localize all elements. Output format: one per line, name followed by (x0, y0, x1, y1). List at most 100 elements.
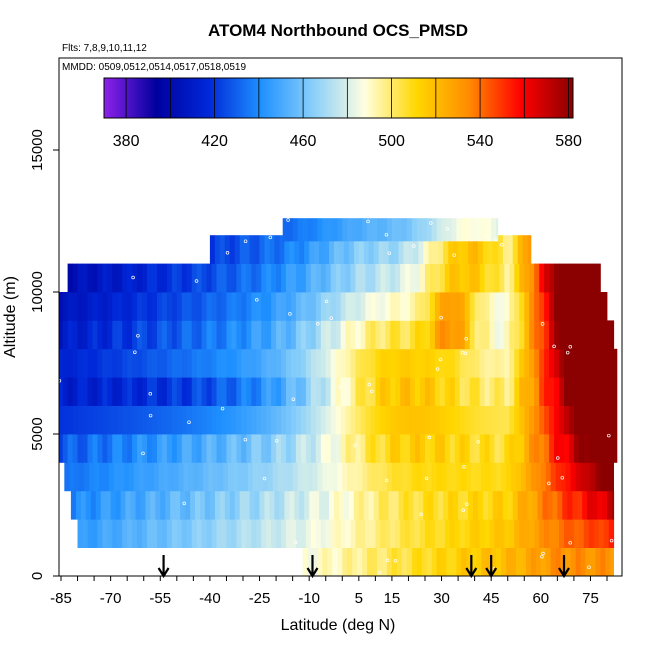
heatmap-cell (539, 519, 545, 548)
heatmap-cell (347, 547, 353, 576)
heatmap-cell (152, 292, 158, 321)
heatmap-cell (405, 292, 411, 321)
heatmap-cell (300, 434, 307, 463)
heatmap-cell (211, 434, 217, 463)
heatmap-cell (479, 263, 485, 293)
heatmap-cell (362, 218, 368, 242)
heatmap-cell (401, 547, 408, 576)
heatmap-cell (196, 405, 203, 435)
heatmap-cell (153, 462, 160, 492)
sample-point (384, 232, 389, 237)
heatmap-cell (295, 292, 302, 321)
heatmap-cell (168, 462, 174, 492)
heatmap-cell (330, 519, 337, 548)
heatmap-cell (142, 377, 148, 406)
heatmap-cell (92, 263, 98, 293)
heatmap-cell (524, 519, 530, 548)
heatmap-cell (206, 263, 212, 293)
heatmap-cell (193, 462, 199, 492)
colorbar-lines (125, 78, 569, 118)
heatmap-cell (231, 405, 237, 435)
heatmap-cell (544, 377, 550, 406)
heatmap-cell (573, 405, 580, 435)
heatmap-cell (454, 348, 461, 378)
sample-point (476, 439, 481, 444)
heatmap-cell (127, 292, 133, 321)
heatmap-cell (183, 462, 189, 492)
heatmap-cell (97, 348, 103, 378)
heatmap-cell (416, 462, 423, 492)
heatmap-cell (464, 405, 471, 435)
y-tick-label: 15000 (29, 129, 46, 171)
heatmap-cell (77, 519, 83, 548)
heatmap-cell (497, 235, 504, 264)
heatmap-cell (325, 348, 332, 378)
heatmap-cell (152, 405, 158, 435)
heatmap-cell (469, 519, 476, 548)
heatmap-cell (241, 519, 247, 548)
heatmap-cell (575, 462, 581, 492)
heatmap-cell (315, 320, 322, 350)
heatmap-cell (568, 434, 575, 463)
heatmap-cell (433, 490, 439, 520)
heatmap-cell (176, 348, 183, 378)
heatmap-cell (291, 405, 297, 435)
heatmap-cell (372, 462, 378, 492)
sample-point (419, 512, 423, 517)
heatmap-cell (484, 348, 490, 378)
heatmap-cell (305, 405, 312, 435)
heatmap-cell (251, 292, 257, 321)
heatmap-cell (449, 519, 456, 548)
sample-point (464, 337, 468, 341)
heatmap-cell (221, 434, 227, 463)
heatmap-cell (105, 490, 112, 520)
heatmap-cell (529, 519, 535, 548)
heatmap-cell (312, 218, 318, 242)
heatmap-cell (593, 292, 600, 321)
heatmap-cell (355, 519, 361, 548)
heatmap-cell (332, 462, 338, 492)
heatmap-cell (282, 462, 289, 492)
heatmap-cell (519, 519, 525, 548)
heatmap-cell (221, 405, 227, 435)
heatmap-cell (489, 434, 495, 463)
heatmap-cell (411, 462, 418, 492)
heatmap-cell (352, 218, 358, 242)
heatmap-cell (297, 218, 303, 242)
x-tick-label: 45 (483, 590, 500, 607)
heatmap-cell (554, 320, 560, 350)
heatmap-cell (157, 377, 163, 406)
heatmap-cell (345, 519, 351, 548)
heatmap-cell (436, 547, 442, 576)
heatmap-cell (539, 377, 545, 406)
heatmap-cell (365, 377, 371, 406)
heatmap-cell (325, 434, 332, 463)
heatmap-cell (395, 434, 401, 463)
heatmap-cell (573, 434, 580, 463)
heatmap-cell (72, 434, 78, 463)
heatmap-cell (438, 235, 444, 264)
heatmap-cell (295, 405, 302, 435)
heatmap-cell (405, 263, 411, 293)
sample-point (385, 558, 390, 563)
heatmap-cell (410, 292, 416, 321)
heatmap-cell (299, 490, 305, 520)
heatmap-cell (368, 235, 375, 264)
heatmap-cell (575, 547, 581, 576)
heatmap-cell (256, 519, 262, 548)
heatmap-cell (555, 462, 562, 492)
heatmap-cell (191, 348, 198, 378)
colorbar: 380 420 460 500 540 580 (103, 77, 582, 150)
sample-point (220, 406, 225, 411)
heatmap-cell (370, 320, 376, 350)
heatmap-cell (482, 235, 489, 264)
heatmap-cell (597, 490, 603, 520)
heatmap-cell (573, 263, 580, 293)
heatmap-cell (431, 547, 437, 576)
heatmap-cell (395, 519, 401, 548)
heatmap-cell (67, 434, 73, 463)
heatmap-cell (479, 434, 485, 463)
heatmap-cell (176, 434, 183, 463)
heatmap-cell (90, 490, 97, 520)
heatmap-cell (554, 434, 560, 463)
